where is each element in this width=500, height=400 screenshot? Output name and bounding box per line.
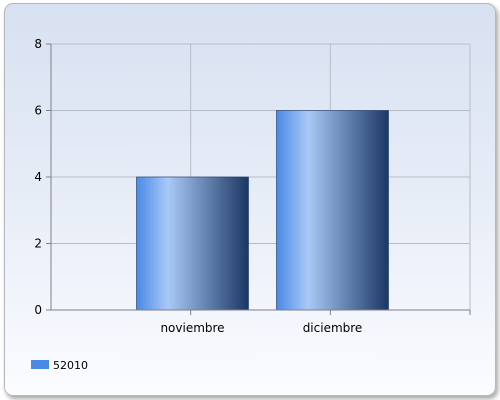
bar-diciembre bbox=[277, 111, 389, 311]
y-tick-label: 0 bbox=[34, 303, 42, 317]
legend: 52010 bbox=[31, 359, 88, 372]
y-tick-label: 8 bbox=[34, 37, 42, 51]
legend-swatch bbox=[31, 360, 49, 369]
x-tick-label: noviembre bbox=[160, 321, 224, 335]
bars bbox=[137, 111, 389, 311]
axes bbox=[51, 44, 470, 315]
x-axis-tick-labels: noviembre diciembre bbox=[160, 321, 362, 335]
y-tick-label: 2 bbox=[34, 237, 42, 251]
bar-noviembre bbox=[137, 177, 249, 310]
x-tick-label: diciembre bbox=[303, 321, 363, 335]
chart-frame: 0 2 4 6 8 noviembre diciembre 52010 bbox=[4, 3, 496, 396]
y-axis-tick-labels: 0 2 4 6 8 bbox=[34, 37, 42, 317]
bar-chart: 0 2 4 6 8 noviembre diciembre 52010 bbox=[5, 4, 495, 395]
legend-label: 52010 bbox=[53, 359, 88, 372]
gridlines bbox=[46, 44, 470, 310]
y-tick-label: 4 bbox=[34, 170, 42, 184]
y-tick-label: 6 bbox=[34, 104, 42, 118]
